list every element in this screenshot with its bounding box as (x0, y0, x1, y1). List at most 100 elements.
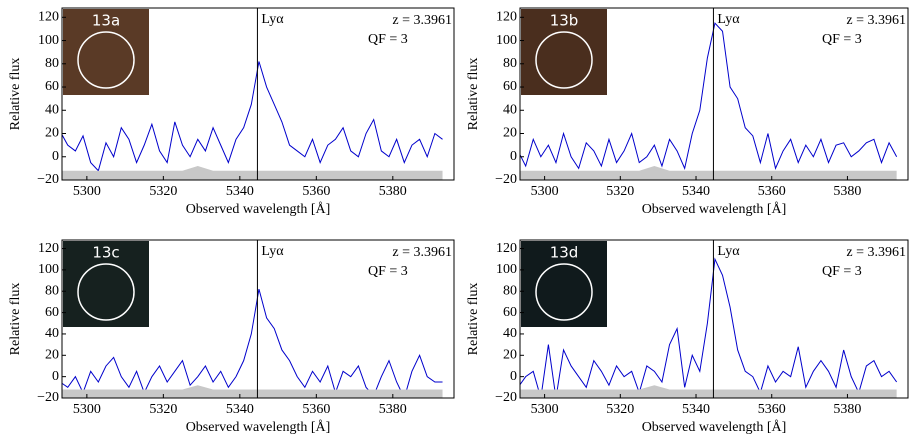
x-tick-label: 5380 (833, 184, 861, 199)
spectrum-line (520, 22, 898, 171)
x-tick-label: 5360 (758, 402, 786, 417)
noise-area (520, 385, 897, 398)
x-tick-label: 5340 (226, 402, 254, 417)
inset-aperture (535, 31, 593, 89)
y-tick-label: 80 (45, 56, 59, 71)
spectrum-line (62, 288, 443, 398)
x-tick-label: 5340 (682, 184, 710, 199)
x-axis-label: Observed wavelength [Å] (642, 419, 787, 435)
y-tick-label: −20 (37, 172, 59, 187)
y-tick-label: −20 (495, 172, 517, 187)
x-tick-label: 5320 (149, 184, 177, 199)
inset-image (63, 9, 149, 95)
inset-image (521, 9, 607, 95)
y-tick-label: 0 (510, 369, 517, 384)
y-tick-label: 80 (45, 283, 59, 298)
inset-label: 13b (550, 12, 579, 30)
quality-flag: QF = 3 (368, 264, 408, 279)
y-tick-label: 120 (496, 10, 517, 25)
x-tick-label: 5320 (606, 402, 634, 417)
redshift: z = 3.3961 (846, 13, 906, 28)
y-tick-label: 40 (503, 326, 517, 341)
lya-label: Lyα (261, 12, 284, 27)
y-tick-label: 60 (503, 79, 517, 94)
axes-frame (61, 7, 455, 181)
x-tick-label: 5300 (531, 402, 559, 417)
y-tick-label: 0 (52, 369, 59, 384)
y-tick-label: 120 (38, 241, 59, 256)
y-axis-label: Relative flux (8, 58, 23, 131)
x-tick-label: 5340 (226, 184, 254, 199)
y-tick-label: 120 (496, 241, 517, 256)
quality-flag: QF = 3 (822, 32, 862, 47)
y-tick-label: 100 (496, 33, 517, 48)
spectrum-line (62, 61, 443, 172)
inset-label: 13d (550, 244, 579, 262)
y-tick-label: 0 (510, 149, 517, 164)
lya-label: Lyα (717, 244, 740, 259)
y-tick-label: 20 (503, 348, 517, 363)
y-tick-label: 40 (45, 102, 59, 117)
panel: Lyα 13d z = 3.3961 QF = 3 −20 0 20 40 60 80 100 120… (466, 239, 909, 435)
y-tick-label: 0 (52, 149, 59, 164)
y-tick-label: 40 (45, 326, 59, 341)
inset-aperture (77, 263, 135, 321)
x-axis-label: Observed wavelength [Å] (186, 419, 331, 435)
y-tick-label: 60 (45, 305, 59, 320)
panel: Lyα 13b z = 3.3961 QF = 3 −20 0 20 40 60 80 100 120… (466, 7, 909, 217)
x-axis-label: Observed wavelength [Å] (642, 201, 787, 217)
y-tick-label: 20 (503, 126, 517, 141)
x-tick-label: 5360 (758, 184, 786, 199)
quality-flag: QF = 3 (822, 264, 862, 279)
x-tick-label: 5380 (379, 184, 407, 199)
x-tick-label: 5380 (379, 402, 407, 417)
y-tick-label: 60 (45, 79, 59, 94)
x-tick-label: 5380 (833, 402, 861, 417)
y-axis-label: Relative flux (8, 283, 23, 356)
axes-frame (519, 239, 909, 399)
inset-image (63, 241, 149, 327)
y-axis-label: Relative flux (466, 283, 481, 356)
noise-area (62, 385, 443, 398)
inset-aperture (77, 31, 135, 89)
redshift: z = 3.3961 (846, 245, 906, 260)
x-tick-label: 5360 (302, 184, 330, 199)
noise-area (520, 166, 897, 180)
x-axis-label: Observed wavelength [Å] (186, 201, 331, 217)
y-tick-label: 80 (503, 283, 517, 298)
x-tick-label: 5300 (73, 184, 101, 199)
y-tick-label: 100 (38, 33, 59, 48)
lya-label: Lyα (717, 12, 740, 27)
y-tick-label: 40 (503, 102, 517, 117)
y-tick-label: −20 (37, 390, 59, 405)
y-tick-label: −20 (495, 390, 517, 405)
x-tick-label: 5340 (682, 402, 710, 417)
inset-aperture (535, 263, 593, 321)
spectrum-line (520, 257, 898, 398)
y-tick-label: 100 (496, 262, 517, 277)
y-tick-label: 100 (38, 262, 59, 277)
inset-label: 13a (92, 12, 120, 30)
axes-frame (519, 7, 909, 181)
x-tick-label: 5300 (531, 184, 559, 199)
y-axis-label: Relative flux (466, 58, 481, 131)
quality-flag: QF = 3 (368, 32, 408, 47)
redshift: z = 3.3961 (392, 245, 452, 260)
lya-label: Lyα (261, 244, 284, 259)
panel: Lyα 13c z = 3.3961 QF = 3 −20 0 20 40 60 80 100 120… (8, 239, 455, 435)
y-tick-label: 20 (45, 348, 59, 363)
x-tick-label: 5300 (73, 402, 101, 417)
y-tick-label: 20 (45, 126, 59, 141)
noise-area (62, 166, 443, 180)
redshift: z = 3.3961 (392, 13, 452, 28)
y-tick-label: 60 (503, 305, 517, 320)
inset-image (521, 241, 607, 327)
x-tick-label: 5320 (606, 184, 634, 199)
axes-frame (61, 239, 455, 399)
y-tick-label: 80 (503, 56, 517, 71)
y-tick-label: 120 (38, 10, 59, 25)
x-tick-label: 5360 (302, 402, 330, 417)
panel: Lyα 13a z = 3.3961 QF = 3 −20 0 20 40 60 80 100 120… (8, 7, 455, 217)
x-tick-label: 5320 (149, 402, 177, 417)
